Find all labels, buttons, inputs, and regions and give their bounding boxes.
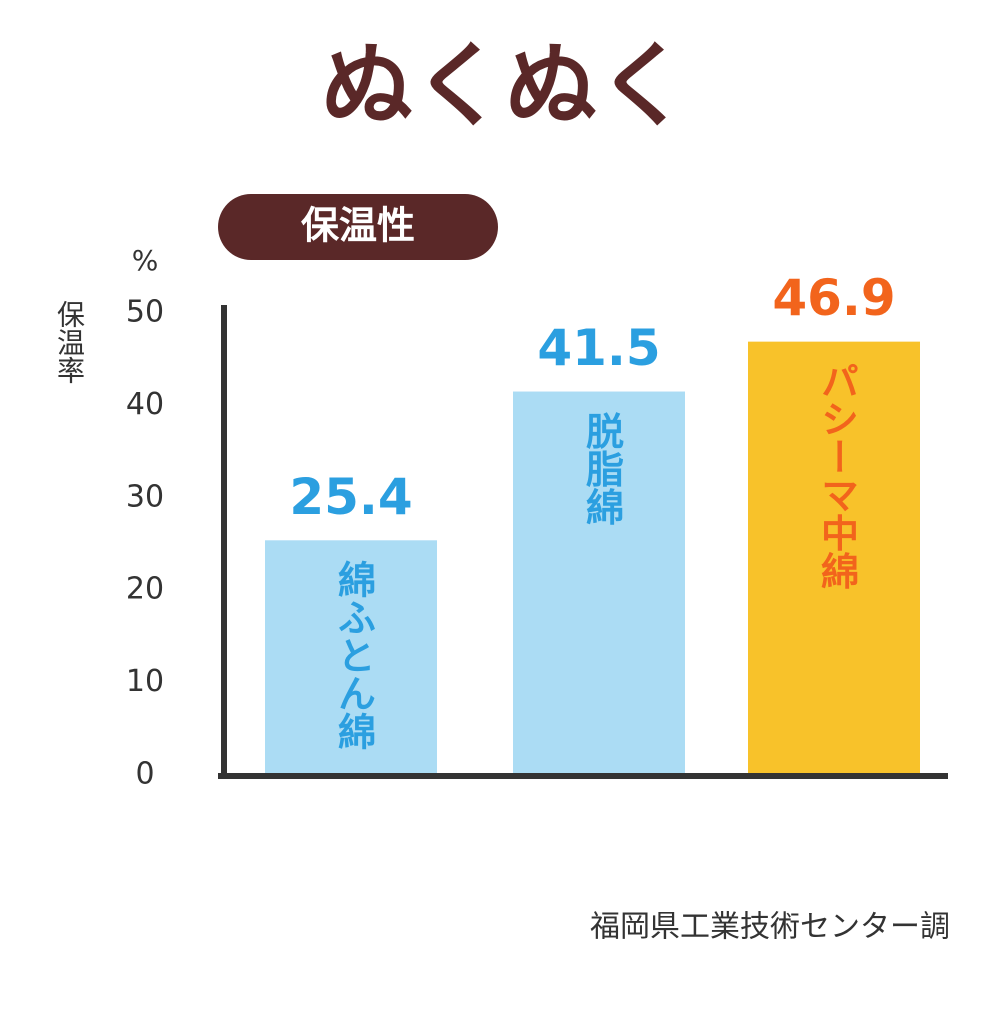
bar [513, 391, 685, 775]
source-note: 福岡県工業技術センター調 [590, 910, 950, 945]
y-tick-label: 10 [126, 664, 164, 699]
category-label: 綿ふとん綿 [332, 560, 376, 750]
value-label: 25.4 [289, 468, 412, 526]
y-tick-label: 50 [126, 295, 164, 330]
subtitle: 保温性 [301, 204, 415, 248]
y-tick-label: 40 [126, 387, 164, 422]
value-label: 46.9 [772, 269, 895, 327]
subtitle-pill [218, 194, 498, 260]
bar [265, 540, 437, 775]
category-label: 脱脂綿 [580, 412, 624, 526]
y-tick-label: 30 [126, 479, 164, 514]
y-tick-label: 0 [135, 757, 154, 792]
y-axis-label: 保温率 [53, 300, 86, 384]
y-unit: % [132, 244, 159, 277]
value-label: 41.5 [537, 319, 660, 377]
bar [748, 341, 920, 775]
chart-title: ぬくぬく [321, 32, 689, 139]
y-tick-label: 20 [126, 572, 164, 607]
category-label: パシーマ中綿 [815, 362, 859, 590]
